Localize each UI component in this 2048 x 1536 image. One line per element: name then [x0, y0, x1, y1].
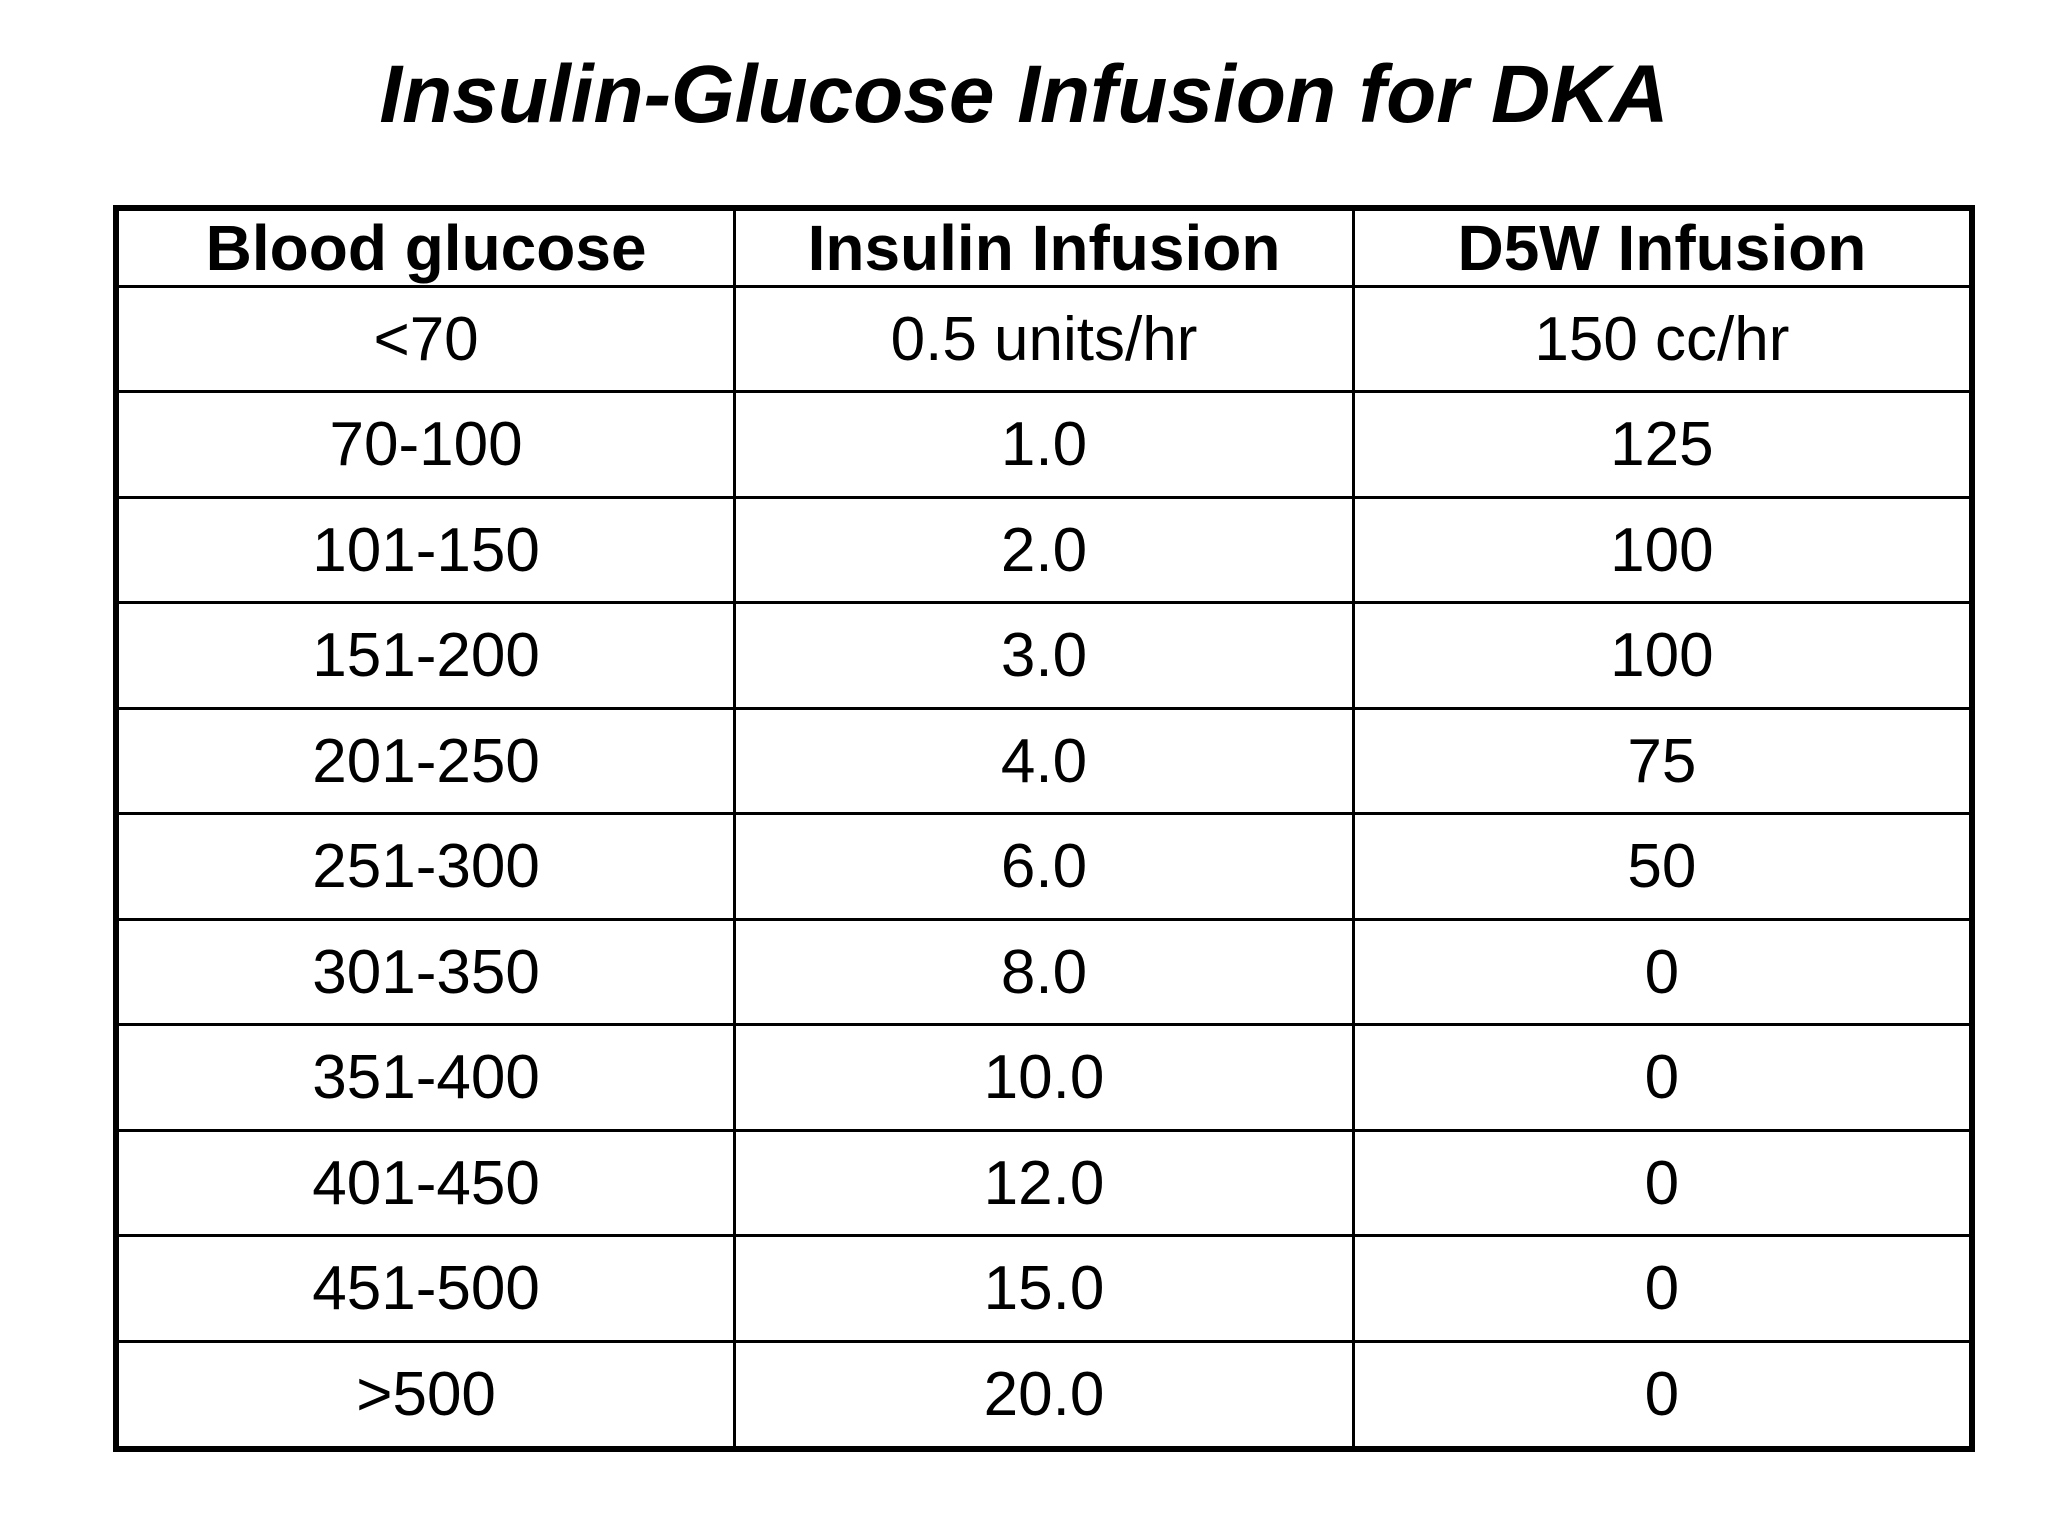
table-cell-blood-glucose: 201-250 — [114, 706, 737, 816]
table-cell-insulin-infusion: 6.0 — [733, 812, 1355, 921]
table-cell-blood-glucose: >500 — [114, 1339, 737, 1451]
table-cell-blood-glucose: <70 — [114, 284, 737, 394]
table-cell-insulin-infusion: 15.0 — [733, 1234, 1355, 1343]
table-row: 101-150 2.0 100 — [114, 495, 1974, 605]
table-cell-d5w-infusion: 125 — [1351, 390, 1974, 499]
table-row: 401-450 12.0 0 — [114, 1128, 1974, 1238]
page-title: Insulin-Glucose Infusion for DKA — [379, 49, 1669, 140]
table-cell-blood-glucose: 351-400 — [114, 1023, 737, 1132]
table-cell-blood-glucose: 151-200 — [114, 601, 737, 710]
table-row: 151-200 3.0 100 — [114, 601, 1974, 710]
column-header-insulin-infusion: Insulin Infusion — [733, 206, 1355, 288]
table-cell-insulin-infusion: 2.0 — [733, 495, 1355, 605]
table-cell-insulin-infusion: 8.0 — [733, 917, 1355, 1027]
table-cell-d5w-infusion: 0 — [1351, 1023, 1974, 1132]
table-cell-insulin-infusion: 4.0 — [733, 706, 1355, 816]
table-row: >500 20.0 0 — [114, 1339, 1974, 1451]
table-row: 351-400 10.0 0 — [114, 1023, 1974, 1132]
table-cell-blood-glucose: 301-350 — [114, 917, 737, 1027]
table-cell-d5w-infusion: 0 — [1351, 1234, 1974, 1343]
table-cell-d5w-infusion: 0 — [1351, 1128, 1974, 1238]
header-row: Blood glucose Insulin Infusion D5W Infus… — [114, 206, 1974, 288]
table-cell-blood-glucose: 251-300 — [114, 812, 737, 921]
table-cell-insulin-infusion: 10.0 — [733, 1023, 1355, 1132]
column-header-d5w-infusion: D5W Infusion — [1351, 206, 1974, 288]
table-cell-blood-glucose: 70-100 — [114, 390, 737, 499]
table-row: 201-250 4.0 75 — [114, 706, 1974, 816]
table-cell-insulin-infusion: 12.0 — [733, 1128, 1355, 1238]
table-cell-d5w-infusion: 0 — [1351, 1339, 1974, 1451]
table-cell-d5w-infusion: 75 — [1351, 706, 1974, 816]
table-cell-insulin-infusion: 20.0 — [733, 1339, 1355, 1451]
table-cell-insulin-infusion: 1.0 — [733, 390, 1355, 499]
table-row: 70-100 1.0 125 — [114, 390, 1974, 499]
table-cell-blood-glucose: 101-150 — [114, 495, 737, 605]
table-row: 251-300 6.0 50 — [114, 812, 1974, 921]
table-cell-insulin-infusion: 0.5 units/hr — [733, 284, 1355, 394]
table-row: <70 0.5 units/hr 150 cc/hr — [114, 284, 1974, 394]
table-cell-blood-glucose: 451-500 — [114, 1234, 737, 1343]
table-cell-blood-glucose: 401-450 — [114, 1128, 737, 1238]
table-cell-d5w-infusion: 0 — [1351, 917, 1974, 1027]
table-cell-d5w-infusion: 100 — [1351, 601, 1974, 710]
table-cell-d5w-infusion: 150 cc/hr — [1351, 284, 1974, 394]
table-cell-insulin-infusion: 3.0 — [733, 601, 1355, 710]
table-body: <70 0.5 units/hr 150 cc/hr 70-100 1.0 12… — [114, 284, 1974, 1451]
table-row: 301-350 8.0 0 — [114, 917, 1974, 1027]
column-header-blood-glucose: Blood glucose — [114, 206, 737, 288]
table-header: Blood glucose Insulin Infusion D5W Infus… — [114, 206, 1974, 288]
table-cell-d5w-infusion: 50 — [1351, 812, 1974, 921]
insulin-glucose-table: Blood glucose Insulin Infusion D5W Infus… — [113, 205, 1975, 1452]
table-row: 451-500 15.0 0 — [114, 1234, 1974, 1343]
table-cell-d5w-infusion: 100 — [1351, 495, 1974, 605]
